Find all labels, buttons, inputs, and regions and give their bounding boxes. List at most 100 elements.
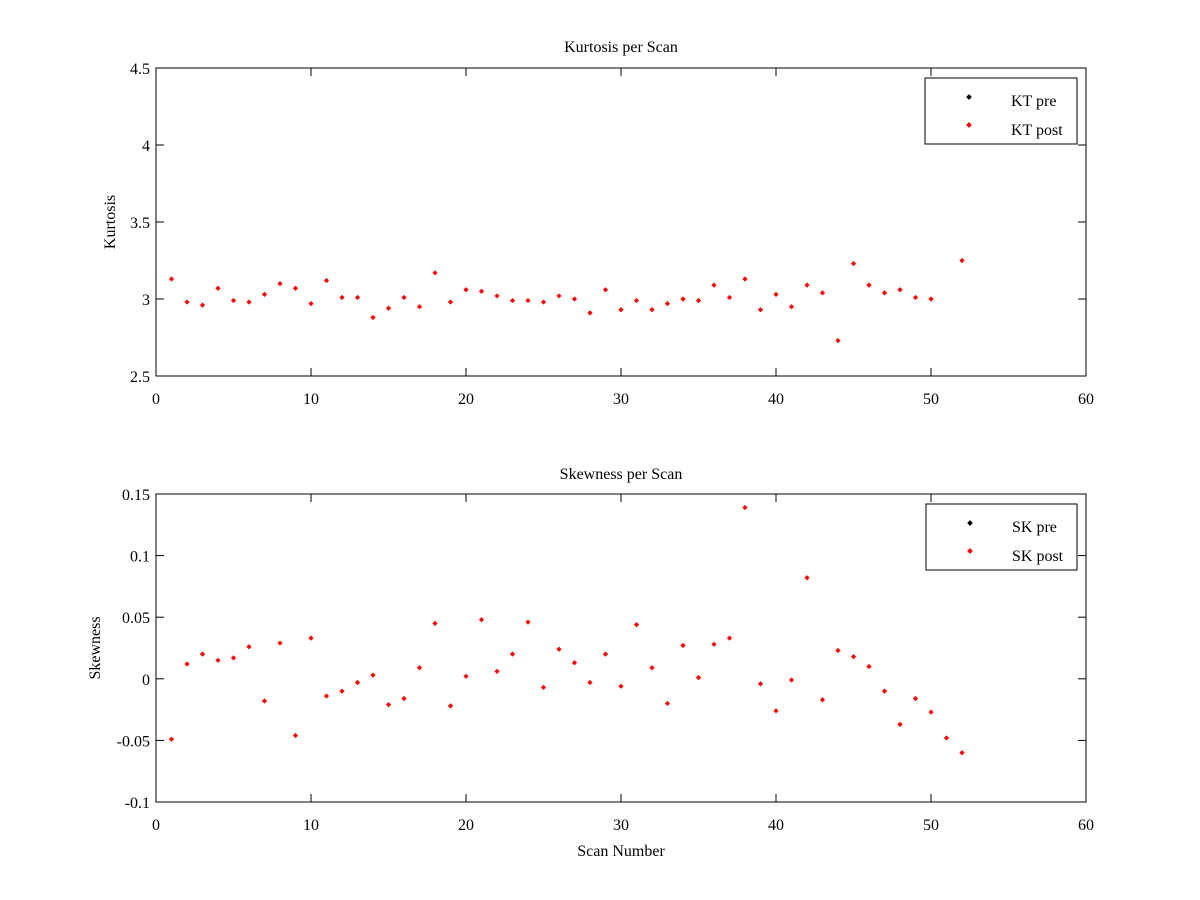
skewness-data-point [339,688,345,694]
skewness-data-point [292,732,299,739]
skewness-y-tick-label: 0.1 [130,549,150,566]
kurtosis-data-point [726,294,733,301]
skewness-data-point [618,683,624,689]
kurtosis-data-point [819,290,826,296]
kurtosis-data-point [571,296,578,302]
kurtosis-data-point [804,282,810,288]
skewness-data-point [556,646,562,652]
skewness-legend-label-post: SK post [1012,548,1064,565]
skewness-data-point [184,661,190,667]
kurtosis-data-point [664,301,671,307]
skewness-x-tick-label: 40 [768,817,784,834]
kurtosis-data-point [339,294,345,301]
skewness-data-point [308,635,314,641]
kurtosis-data-point [633,297,640,304]
kurtosis-data-point [742,276,748,282]
kurtosis-data-point [246,299,252,305]
skewness-data-point [323,693,330,699]
skewness-legend-box [925,503,1078,571]
kurtosis-legend-marker-post [966,122,972,128]
skewness-data-point [649,665,655,671]
kurtosis-data-point [866,282,872,288]
skewness-data-point [463,673,469,679]
kurtosis-data-point [757,307,764,313]
kurtosis-data-point [587,310,593,316]
kurtosis-y-axis-label: Kurtosis [102,195,119,249]
skewness-x-tick-label: 30 [613,817,629,834]
skewness-data-point [230,655,237,661]
skewness-data-point [850,654,857,660]
skewness-data-point [525,619,531,625]
kurtosis-x-tick-label: 60 [1078,391,1094,408]
skewness-data-point [959,750,965,756]
kurtosis-data-point [850,260,857,267]
kurtosis-chart-title: Kurtosis per Scan [564,39,678,56]
skewness-legend: SK pre SK post [925,503,1078,571]
kurtosis-data-point [618,307,624,313]
skewness-y-tick-label: -0.05 [117,733,150,750]
kurtosis-legend-box [924,77,1078,145]
skewness-data-point [897,721,903,727]
kurtosis-data-point [602,287,609,293]
skewness-y-tick-label: 0 [142,672,150,689]
skewness-data-points [168,504,965,756]
kurtosis-data-point [184,299,190,305]
kurtosis-data-point [788,304,795,310]
skewness-data-point [401,695,407,702]
kurtosis-data-points [168,257,965,344]
kurtosis-data-point [773,291,779,297]
kurtosis-data-point [540,299,547,305]
kurtosis-y-tick-label: 3 [142,292,150,309]
skewness-data-point [509,651,516,657]
kurtosis-data-point [680,296,686,302]
skewness-data-point [804,575,810,581]
skewness-data-point [943,735,950,741]
skewness-legend-label-pre: SK pre [1012,519,1057,536]
skewness-data-point [633,621,640,628]
kurtosis-data-point [959,257,965,264]
skewness-data-point [432,620,438,626]
kurtosis-data-point [199,302,206,308]
kurtosis-y-tick-label: 3.5 [130,215,150,232]
skewness-data-point [215,657,221,663]
kurtosis-data-point [416,304,423,310]
skewness-data-point [664,700,671,707]
kurtosis-data-point [385,305,392,311]
kurtosis-data-point [292,285,299,291]
kurtosis-data-point [711,282,717,288]
kurtosis-data-point [277,281,283,287]
skewness-data-point [602,651,609,657]
skewness-x-tick-label: 50 [923,817,939,834]
skewness-legend-marker-pre [967,520,973,526]
skewness-data-point [742,504,748,511]
kurtosis-data-point [509,297,516,304]
kurtosis-data-point [835,337,841,344]
skewness-data-point [866,663,872,670]
skewness-data-point [819,697,826,703]
kurtosis-data-point [525,297,531,304]
kurtosis-data-point [556,293,562,299]
kurtosis-x-tick-label: 0 [152,391,160,408]
kurtosis-data-point [447,299,454,305]
skewness-data-point [168,736,175,742]
skewness-data-point [835,647,841,654]
kurtosis-x-tick-label: 10 [303,391,319,408]
skewness-data-point [478,617,485,623]
kurtosis-data-point [881,290,888,296]
skewness-data-point [354,679,361,686]
skewness-y-axis-label: Skewness [87,616,104,679]
skewness-data-point [680,642,686,649]
skewness-x-axis-label: Scan Number [577,843,665,860]
skewness-data-point [571,660,578,666]
kurtosis-legend-label-pre: KT pre [1011,93,1056,110]
skewness-panel: Skewness per Scan Skewness Scan Number 0… [87,466,1094,860]
skewness-data-point [788,677,795,683]
skewness-data-point [447,703,454,709]
kurtosis-legend-marker-pre [966,94,972,100]
skewness-x-tick-label: 10 [303,817,319,834]
skewness-data-point [757,681,764,687]
kurtosis-data-point [308,301,314,307]
kurtosis-legend: KT pre KT post [924,77,1078,145]
kurtosis-x-tick-label: 30 [613,391,629,408]
